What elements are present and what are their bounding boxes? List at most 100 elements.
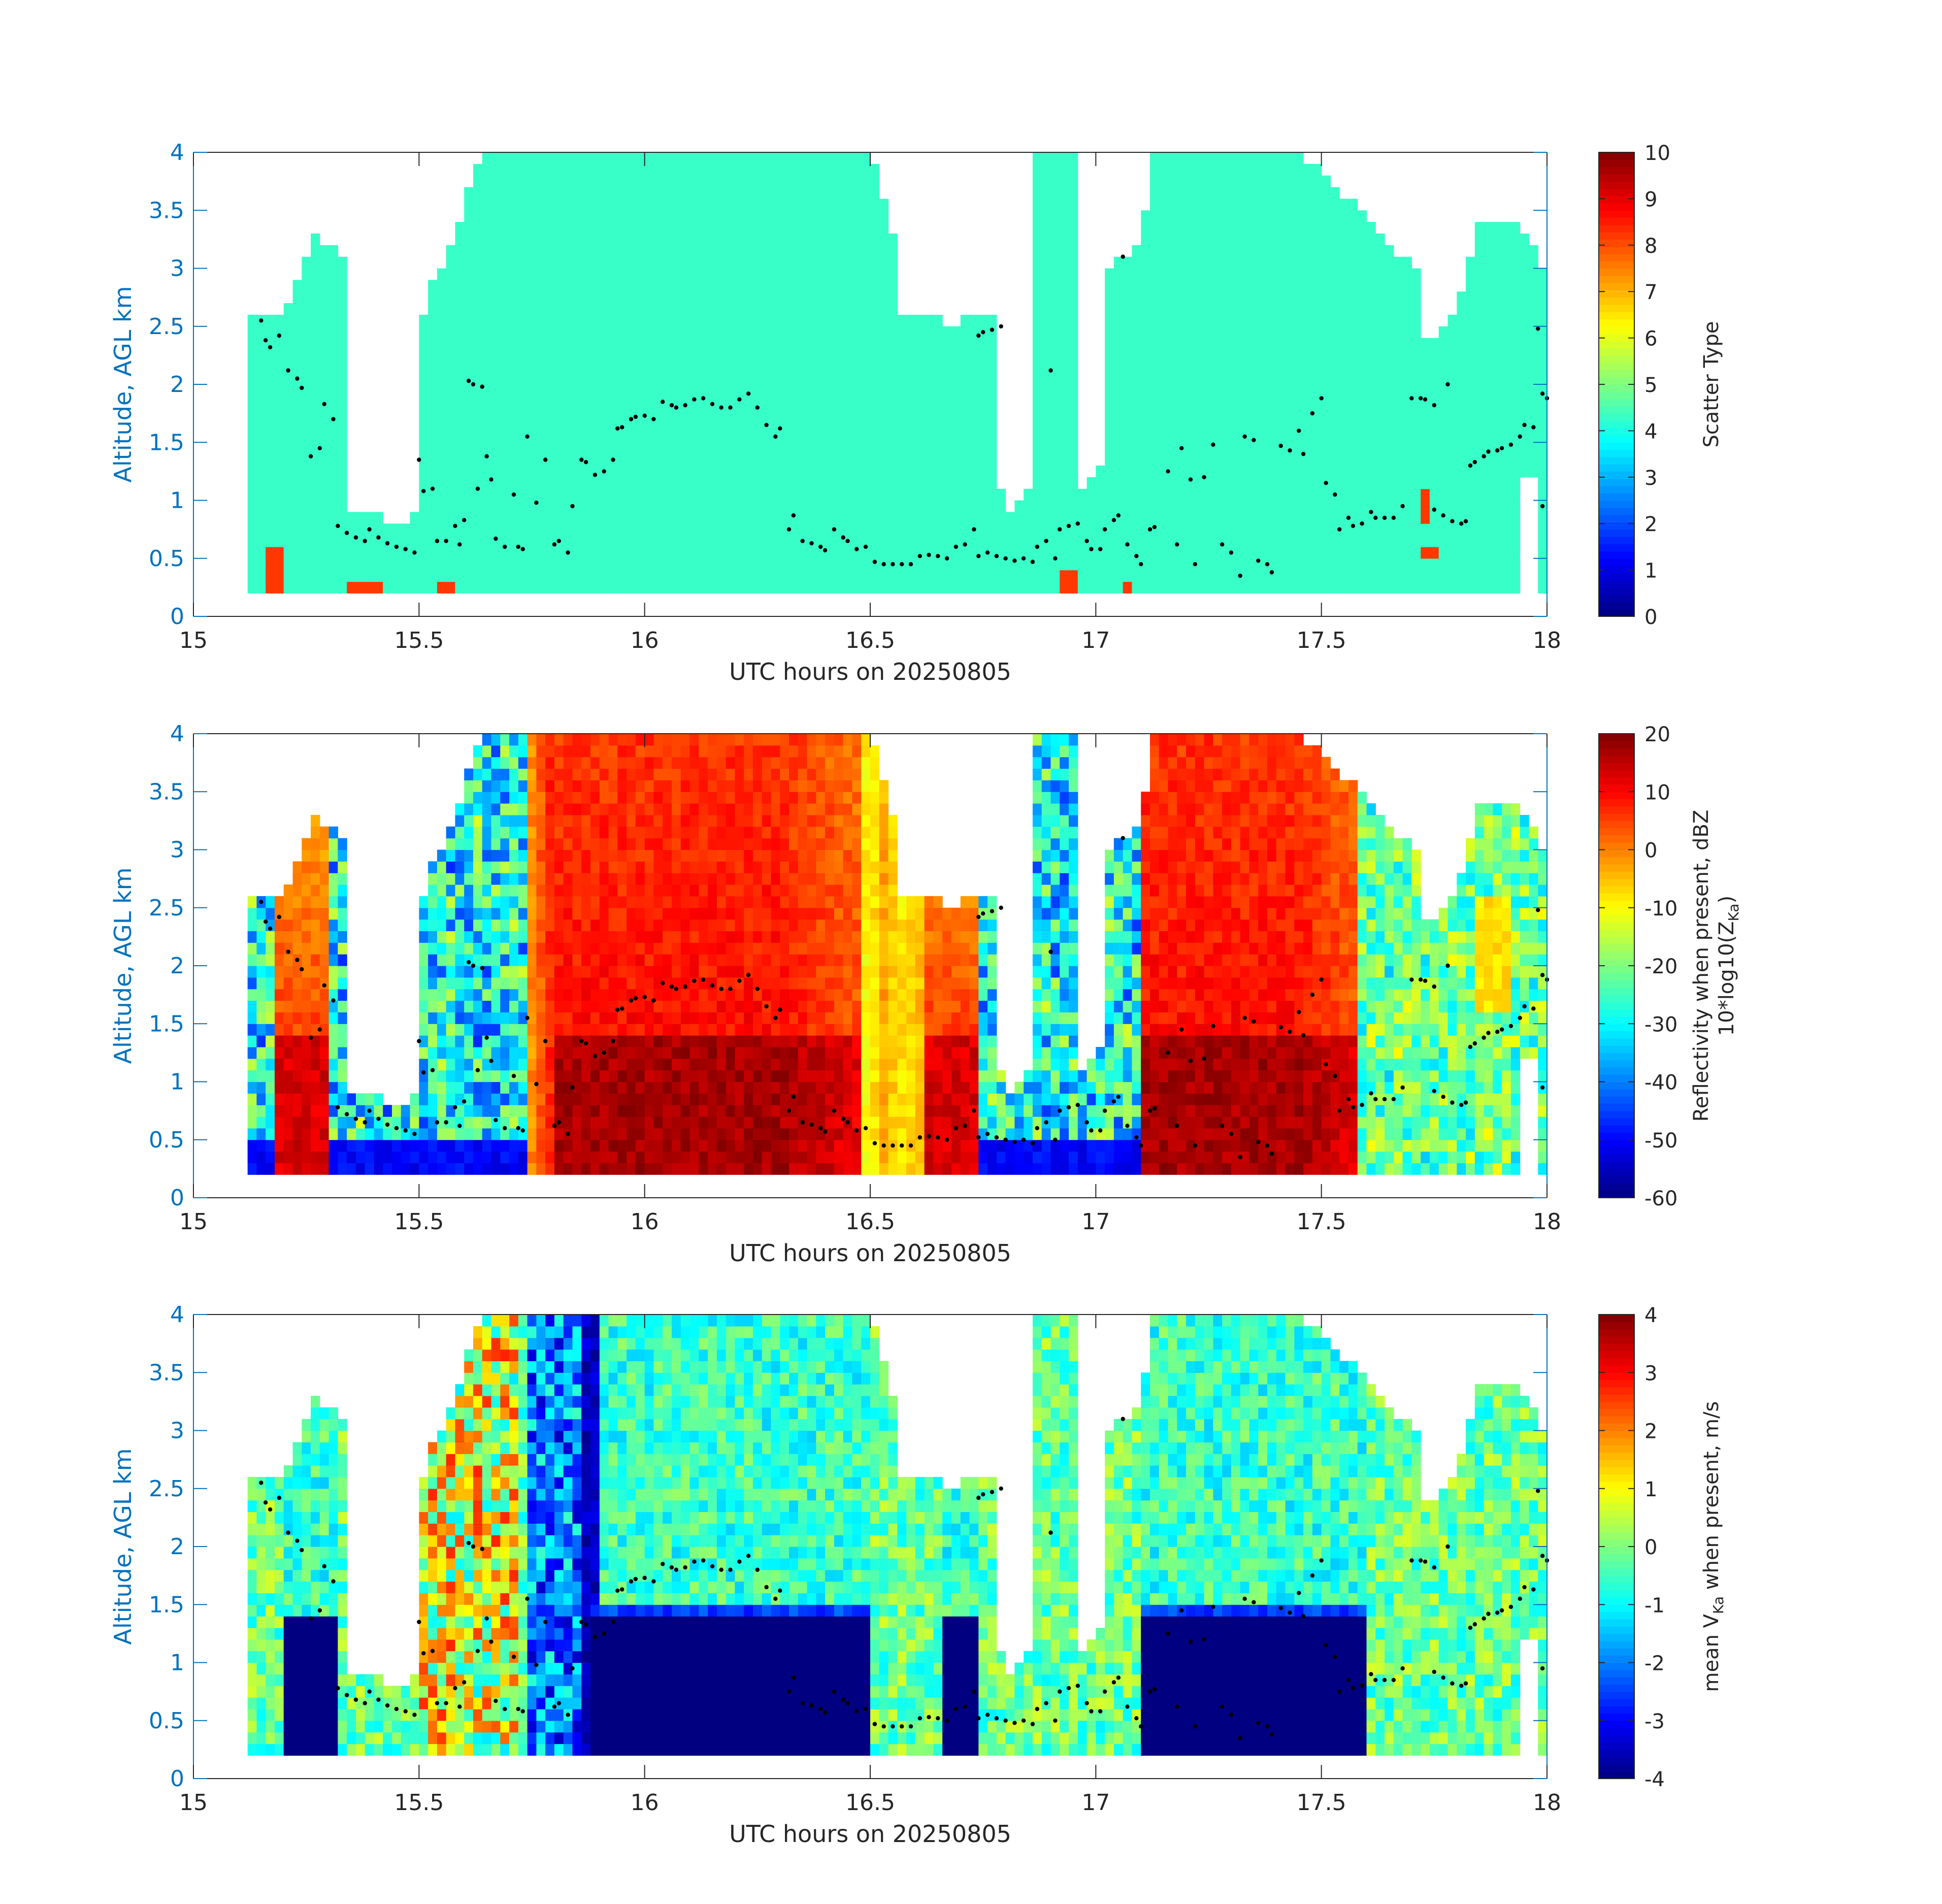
- heatmap-cell: [834, 268, 844, 280]
- heatmap-cell: [292, 1046, 302, 1059]
- heatmap-cell: [608, 523, 618, 536]
- heatmap-cell: [771, 512, 780, 524]
- heatmap-cell: [608, 477, 618, 489]
- heatmap-cell: [671, 199, 681, 211]
- heatmap-cell: [1330, 407, 1340, 420]
- heatmap-cell: [951, 477, 961, 489]
- heatmap-cell: [1493, 361, 1502, 373]
- heatmap-cell: [302, 512, 311, 524]
- heatmap-cell: [455, 558, 465, 571]
- heatmap-cell: [554, 268, 564, 280]
- heatmap-cell: [1069, 163, 1078, 176]
- heatmap-cell: [1457, 465, 1466, 478]
- heatmap-cell: [292, 1081, 302, 1094]
- heatmap-cell: [879, 291, 889, 304]
- heatmap-cell: [319, 570, 330, 582]
- heatmap-cell: [663, 199, 672, 211]
- heatmap-cell: [274, 1093, 284, 1105]
- heatmap-cell: [1366, 396, 1376, 408]
- heatmap-cell: [897, 535, 907, 547]
- heatmap-cell: [663, 431, 672, 443]
- heatmap-cell: [283, 326, 293, 339]
- heatmap-cell: [915, 314, 925, 327]
- heatmap-cell: [780, 407, 789, 420]
- cloud-base-point: [755, 405, 760, 410]
- heatmap-cell: [627, 488, 636, 501]
- colorbar-swatch: [1599, 580, 1634, 588]
- heatmap-cell: [1421, 442, 1430, 454]
- heatmap-cell: [1366, 442, 1376, 454]
- heatmap-cell: [861, 245, 871, 257]
- cloud-base-point: [900, 562, 904, 567]
- heatmap-cell: [762, 396, 772, 408]
- heatmap-cell: [1222, 256, 1232, 269]
- heatmap-cell: [500, 349, 510, 362]
- heatmap-cell: [1149, 303, 1160, 315]
- heatmap-cell: [942, 558, 952, 571]
- heatmap-cell: [292, 1093, 302, 1105]
- heatmap-cell: [1538, 338, 1547, 350]
- heatmap-cell: [816, 535, 826, 547]
- heatmap-cell: [419, 581, 429, 594]
- heatmap-cell: [1303, 454, 1313, 466]
- cloud-base-point: [286, 368, 290, 373]
- heatmap-cell: [428, 570, 438, 582]
- heatmap-cell: [969, 488, 979, 501]
- heatmap-cell: [762, 442, 772, 454]
- heatmap-cell: [653, 361, 663, 373]
- heatmap-cell: [446, 349, 456, 362]
- heatmap-cell: [1529, 303, 1538, 315]
- heatmap-cell: [1484, 454, 1493, 466]
- heatmap-cell: [879, 349, 889, 362]
- heatmap-cell: [428, 373, 438, 385]
- heatmap-cell: [870, 280, 880, 292]
- heatmap-cell: [1159, 570, 1169, 582]
- heatmap-cell: [870, 384, 880, 397]
- heatmap-cell: [1457, 477, 1466, 489]
- heatmap-cell: [689, 303, 699, 315]
- heatmap-cell: [374, 546, 383, 559]
- heatmap-cell: [338, 535, 347, 547]
- heatmap-cell: [1213, 419, 1223, 431]
- heatmap-cell: [274, 396, 284, 408]
- heatmap-cell: [1186, 349, 1196, 362]
- heatmap-cell: [1312, 407, 1322, 420]
- heatmap-cell: [1069, 581, 1078, 594]
- heatmap-cell: [1069, 349, 1078, 362]
- heatmap-cell: [1285, 233, 1295, 246]
- heatmap-cell: [798, 419, 808, 431]
- heatmap-cell: [1402, 280, 1412, 292]
- heatmap-cell: [942, 442, 952, 454]
- heatmap-cell: [1168, 570, 1177, 582]
- heatmap-cell: [563, 245, 573, 257]
- heatmap-cell: [563, 477, 573, 489]
- heatmap-cell: [1069, 338, 1078, 350]
- heatmap-cell: [1132, 314, 1141, 327]
- heatmap-cell: [807, 546, 816, 559]
- heatmap-cell: [644, 199, 654, 211]
- heatmap-cell: [1411, 361, 1421, 373]
- heatmap-cell: [338, 500, 347, 512]
- heatmap-cell: [1474, 442, 1485, 454]
- heatmap-cell: [1357, 454, 1367, 466]
- colorbar-swatch: [1599, 471, 1634, 479]
- heatmap-cell: [1339, 407, 1349, 420]
- heatmap-cell: [978, 546, 988, 559]
- heatmap-cell: [635, 558, 645, 571]
- heatmap-cell: [915, 465, 925, 478]
- heatmap-cell: [1321, 500, 1331, 512]
- heatmap-cell: [1105, 338, 1114, 350]
- heatmap-cell: [581, 152, 591, 165]
- heatmap-cell: [816, 361, 826, 373]
- heatmap-cell: [536, 512, 546, 524]
- heatmap-cell: [302, 338, 311, 350]
- heatmap-cell: [617, 465, 627, 478]
- heatmap-cell: [1294, 396, 1304, 408]
- heatmap-cell: [1276, 222, 1286, 234]
- cloud-base-point: [1075, 521, 1080, 526]
- heatmap-cell: [1041, 163, 1051, 176]
- heatmap-cell: [1240, 477, 1250, 489]
- heatmap-cell: [1195, 291, 1205, 304]
- heatmap-cell: [1411, 488, 1421, 501]
- heatmap-cell: [1402, 512, 1412, 524]
